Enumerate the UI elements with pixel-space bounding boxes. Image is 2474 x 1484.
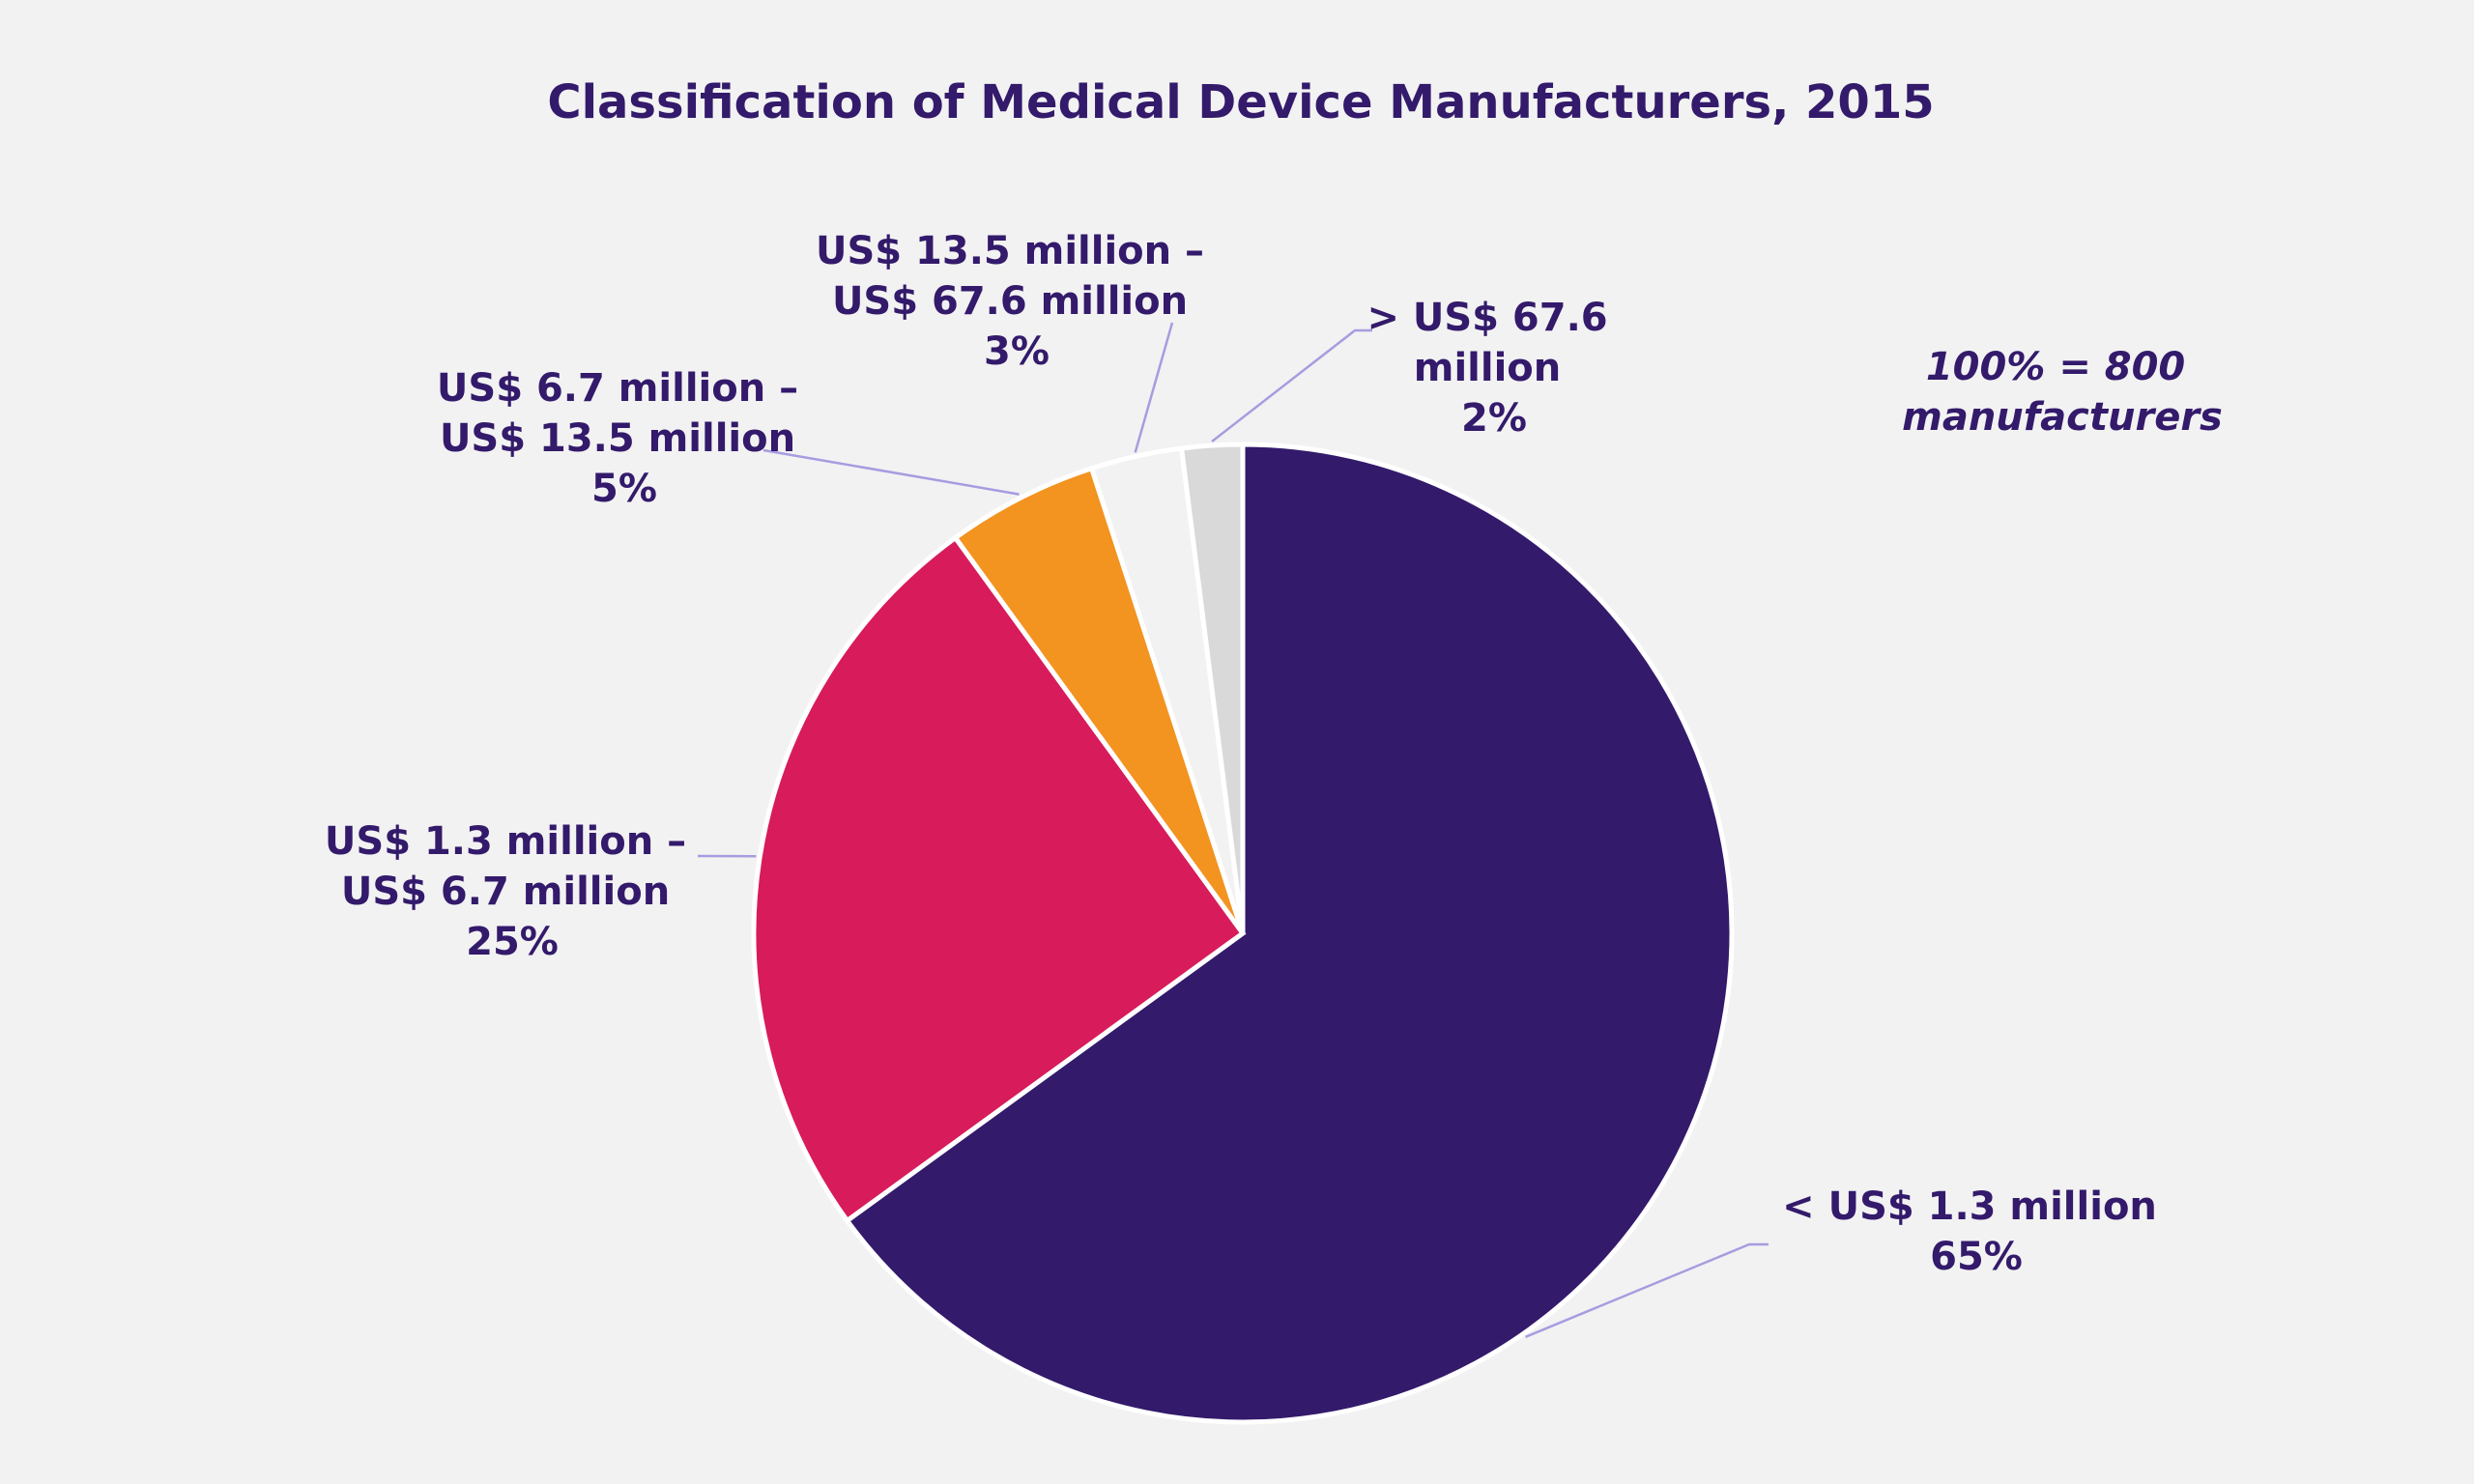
slice-label-13-5m-67-6m: US$ 13.5 million – US$ 67.6 million 3% [816,229,1218,374]
slice-label-line: US$ 1.3 million – [325,819,686,864]
slice-label-line: 3% [984,329,1050,374]
slice-label-6-7m-13-5m: US$ 6.7 million – US$ 13.5 million 5% [437,366,812,511]
pie-slices [751,442,1735,1425]
total-note: 100% = 800 manufacturers [1902,345,2223,440]
chart-title: Classification of Medical Device Manufac… [547,75,1934,129]
pie-slice-6-7m-13-5m [952,465,1246,935]
slice-label-line: US$ 13.5 million [440,416,795,461]
slice-label-line: US$ 6.7 million – [437,366,798,411]
pie-slice-1-3m-6-7m [751,534,1247,1224]
total-note-line: 100% = 800 [1926,345,2185,389]
leader-lines [697,322,1769,1338]
leader-line-under-1-3m [1525,1242,1769,1338]
pie-slice-under-1-3m [844,442,1735,1425]
pie-slice-over-67-6m [1178,442,1246,934]
slice-label-1-3m-6-7m: US$ 1.3 million – US$ 6.7 million 25% [325,819,700,964]
slice-label-line: US$ 67.6 million [832,279,1188,324]
slice-label-under-1-3m: < US$ 1.3 million 65% [1782,1184,2171,1279]
slice-label-line: million [1414,346,1561,390]
slice-label-line: 2% [1461,396,1527,441]
slice-label-line: US$ 13.5 million – [816,229,1204,273]
slice-label-line: > US$ 67.6 [1366,296,1607,340]
slice-label-line: < US$ 1.3 million [1782,1184,2157,1229]
slice-label-over-67-6m: > US$ 67.6 million 2% [1366,296,1621,441]
slice-label-line: US$ 6.7 million [341,870,670,914]
slice-label-line: 25% [466,920,559,964]
slice-label-line: 5% [591,467,657,511]
slice-label-line: 65% [1930,1235,2023,1279]
leader-line-13-5m-67-6m [1134,322,1174,453]
leader-line-over-67-6m [1211,328,1372,442]
total-note-line: manufacturers [1902,395,2223,440]
leader-line-6-7m-13-5m [762,448,1020,496]
